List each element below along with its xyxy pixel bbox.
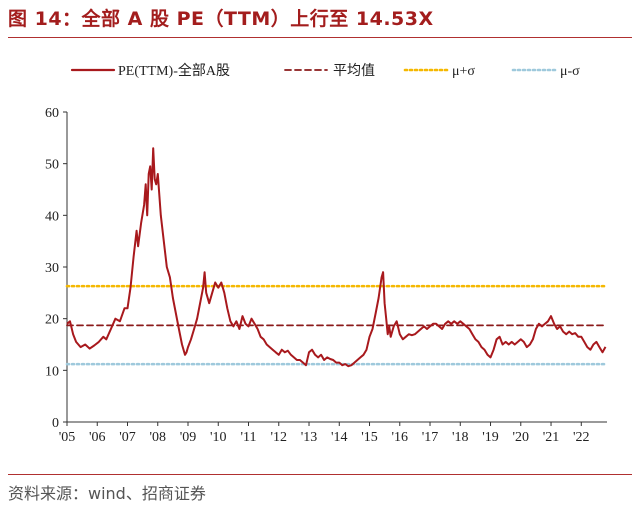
x-tick-label: '06 xyxy=(89,430,106,445)
x-tick-label: '16 xyxy=(392,430,409,445)
legend-label-minus-sigma: μ-σ xyxy=(560,64,580,79)
y-tick-label: 0 xyxy=(52,416,59,431)
x-tick-label: '08 xyxy=(149,430,166,445)
x-tick-label: '21 xyxy=(543,430,560,445)
x-tick-label: '15 xyxy=(361,430,378,445)
x-tick-label: '13 xyxy=(301,430,318,445)
y-tick-label: 10 xyxy=(45,364,59,379)
x-tick-label: '07 xyxy=(119,430,136,445)
series-line-pe xyxy=(66,147,607,368)
x-tick-label: '09 xyxy=(180,430,197,445)
source-note: 资料来源：wind、招商证券 xyxy=(8,484,206,503)
x-tick-label: '18 xyxy=(452,430,469,445)
chart-axes: 0 10 20 30 40 50 60 '05 '06 '07 '08 '09 '10 '11 '12 '13… xyxy=(45,106,607,445)
x-tick-label: '19 xyxy=(482,430,499,445)
figure-title: 图 14：全部 A 股 PE（TTM）上行至 14.53X xyxy=(8,8,434,30)
x-tick-label: '12 xyxy=(270,430,287,445)
x-tick-label: '05 xyxy=(59,430,76,445)
x-tick-label: '17 xyxy=(422,430,439,445)
reference-lines xyxy=(65,284,609,366)
y-tick-label: 60 xyxy=(45,106,59,121)
pe-line-chart: PE(TTM)-全部A股 平均值 μ+σ μ-σ 0 10 20 30 40 50 60 '0… xyxy=(45,62,609,445)
x-tick-label: '20 xyxy=(513,430,530,445)
x-tick-label: '22 xyxy=(573,430,590,445)
chart-legend: PE(TTM)-全部A股 平均值 μ+σ μ-σ xyxy=(70,62,580,79)
legend-label-plus-sigma: μ+σ xyxy=(452,64,475,79)
x-tick-label: '14 xyxy=(331,430,348,445)
legend-label-pe: PE(TTM)-全部A股 xyxy=(118,62,230,79)
source-rule xyxy=(8,474,632,475)
legend-label-mean: 平均值 xyxy=(333,63,375,79)
x-tick-label: '11 xyxy=(241,430,257,445)
y-tick-label: 50 xyxy=(45,158,59,173)
y-tick-label: 40 xyxy=(45,209,59,224)
x-tick-label: '10 xyxy=(210,430,227,445)
y-tick-label: 30 xyxy=(45,261,59,276)
y-tick-label: 20 xyxy=(45,313,59,328)
title-rule xyxy=(8,37,632,38)
